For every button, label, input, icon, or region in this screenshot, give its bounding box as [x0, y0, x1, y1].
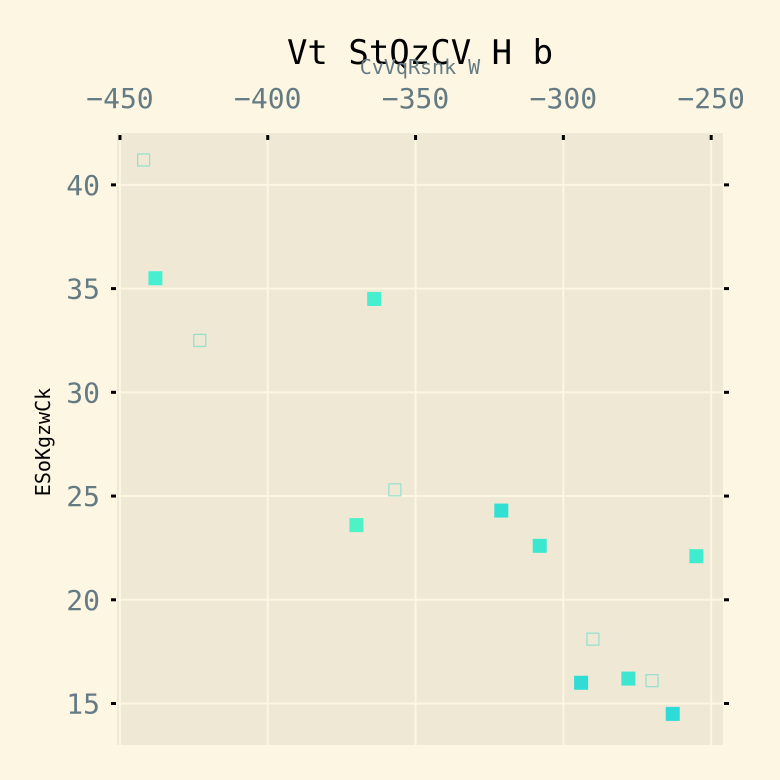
y-tick-label: 40 — [66, 169, 100, 202]
grid-lines — [117, 133, 723, 745]
data-point-open — [586, 632, 600, 646]
data-point-filled — [621, 671, 636, 686]
data-point-filled — [367, 291, 382, 306]
tick-labels: −450 −400 −350 −300 −250 15 20 25 30 35 40 — [66, 82, 745, 721]
y-tick-label: 35 — [66, 273, 100, 306]
x-tick-label: −350 — [382, 82, 449, 115]
data-point-filled — [689, 549, 704, 564]
data-point-open — [137, 153, 151, 167]
data-point-filled — [665, 706, 680, 721]
y-tick-label: 30 — [66, 376, 100, 409]
data-point-filled — [494, 503, 509, 518]
data-point-filled — [574, 675, 589, 690]
y-tick-label: 20 — [66, 584, 100, 617]
data-points — [137, 153, 704, 721]
y-tick-label: 15 — [66, 688, 100, 721]
y-axis-label: ESoKgzwCk — [31, 388, 55, 496]
tick-marks — [111, 135, 729, 706]
chart-title: Vt StQzCV H b — [287, 33, 553, 73]
y-tick-label: 25 — [66, 480, 100, 513]
data-point-filled — [532, 538, 547, 553]
plot-area — [117, 133, 723, 745]
data-point-open — [193, 333, 207, 348]
data-point-open — [645, 674, 659, 688]
data-point-open — [388, 483, 402, 497]
data-point-filled — [349, 518, 364, 533]
x-tick-label: −450 — [86, 82, 153, 115]
x-axis-label: CvVqRsnk W — [360, 55, 481, 79]
data-point-filled — [148, 271, 163, 286]
x-tick-label: −250 — [677, 82, 744, 115]
x-tick-label: −400 — [234, 82, 301, 115]
x-tick-label: −300 — [530, 82, 597, 115]
